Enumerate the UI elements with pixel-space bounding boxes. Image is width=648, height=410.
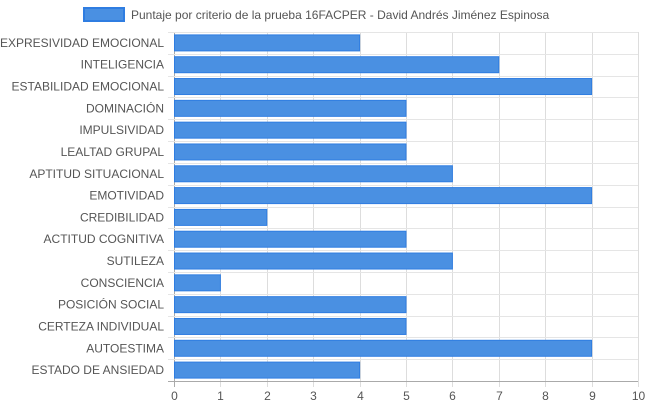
x-tick-label: 1 xyxy=(217,389,224,403)
bar[interactable] xyxy=(174,143,407,161)
bar[interactable] xyxy=(174,296,407,314)
bar[interactable] xyxy=(174,208,268,226)
x-axis-tick-labels: 0 1 2 3 4 5 6 7 8 9 10 xyxy=(171,389,645,403)
x-tick-label: 6 xyxy=(449,389,456,403)
category-label: CERTEZA INDIVIDUAL xyxy=(38,319,164,333)
x-tick-label: 2 xyxy=(264,389,271,403)
category-label: IMPULSIVIDAD xyxy=(79,123,164,137)
category-label: ESTABILIDAD EMOCIONAL xyxy=(12,80,165,94)
category-label: ESTADO DE ANSIEDAD xyxy=(32,363,165,377)
category-label: POSICIÓN SOCIAL xyxy=(58,297,164,312)
legend-label: Puntaje por criterio de la prueba 16FACP… xyxy=(131,8,550,22)
category-label: ACTITUD COGNITIVA xyxy=(44,232,164,246)
bar[interactable] xyxy=(174,274,221,292)
category-label: AUTOESTIMA xyxy=(86,341,164,355)
x-tick-label: 3 xyxy=(310,389,317,403)
bar[interactable] xyxy=(174,230,407,248)
category-label: EMOTIVIDAD xyxy=(89,189,164,203)
bar[interactable] xyxy=(174,339,593,357)
x-tick-label: 7 xyxy=(496,389,503,403)
bar[interactable] xyxy=(174,34,361,52)
bar[interactable] xyxy=(174,121,407,139)
category-labels: EXPRESIVIDAD EMOCIONAL INTELIGENCIA ESTABI… xyxy=(0,36,164,377)
category-label: EXPRESIVIDAD EMOCIONAL xyxy=(0,36,164,50)
x-tick-label: 10 xyxy=(632,389,646,403)
legend-swatch xyxy=(83,7,125,22)
x-tick-label: 9 xyxy=(589,389,596,403)
bar[interactable] xyxy=(174,78,593,96)
bar[interactable] xyxy=(174,317,407,335)
bar[interactable] xyxy=(174,252,453,270)
category-label: LEALTAD GRUPAL xyxy=(61,145,165,159)
category-label: SUTILEZA xyxy=(107,254,164,268)
x-tick-label: 5 xyxy=(403,389,410,403)
category-label: CREDIBILIDAD xyxy=(80,210,164,224)
bar[interactable] xyxy=(174,56,500,74)
category-label: INTELIGENCIA xyxy=(81,58,164,72)
category-label: CONSCIENCIA xyxy=(81,276,164,290)
x-tick-label: 0 xyxy=(171,389,178,403)
legend[interactable]: Puntaje por criterio de la prueba 16FACP… xyxy=(83,7,550,22)
bar[interactable] xyxy=(174,361,361,379)
category-label: DOMINACIÓN xyxy=(86,100,164,115)
x-tick-label: 4 xyxy=(357,389,364,403)
x-tick-label: 8 xyxy=(542,389,549,403)
bar[interactable] xyxy=(174,165,453,183)
bar[interactable] xyxy=(174,99,407,117)
bar[interactable] xyxy=(174,187,593,205)
category-label: APTITUD SITUACIONAL xyxy=(29,167,164,181)
bars xyxy=(174,34,593,379)
